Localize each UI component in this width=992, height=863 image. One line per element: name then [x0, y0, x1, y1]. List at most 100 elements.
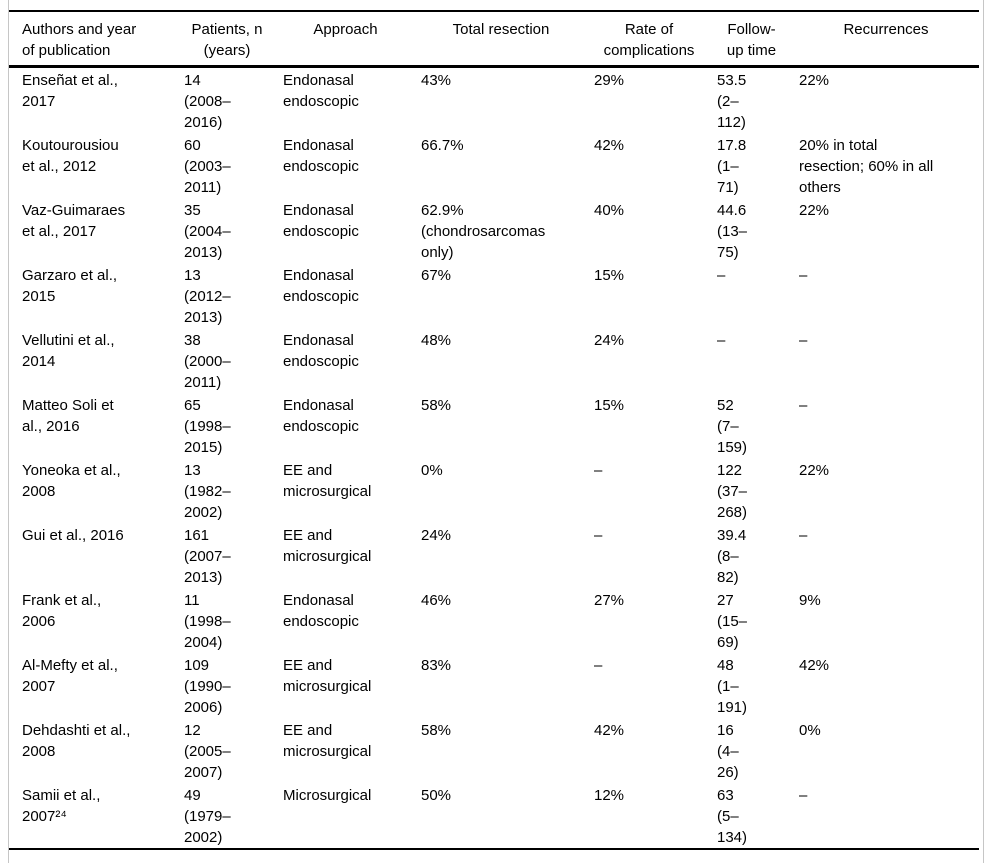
- table-cell: 52 (7– 159): [717, 397, 748, 456]
- table-cell: 63 (5– 134): [717, 787, 748, 846]
- table-cell: 44.6 (13– 75): [717, 202, 748, 261]
- table-cell: 58%: [421, 722, 452, 739]
- table-cell: 22%: [799, 72, 830, 89]
- table-cell: 58%: [421, 397, 452, 414]
- table-body: Enseñat et al., 2017 14 (2008– 2016) End…: [9, 67, 979, 849]
- table-cell: EE and microsurgical: [283, 462, 372, 500]
- table-cell: 49 (1979– 2002): [184, 787, 231, 846]
- table-cell: 12%: [594, 787, 625, 804]
- table-cell: 38 (2000– 2011): [184, 332, 231, 391]
- table-cell: Endonasal endoscopic: [283, 592, 359, 630]
- table-cell: 27 (15– 69): [717, 592, 748, 651]
- table-cell: 67%: [421, 267, 452, 284]
- table-row: Gui et al., 2016 161 (2007– 2013) EE and…: [9, 523, 979, 588]
- table-row: Dehdashti et al., 2008 12 (2005– 2007) E…: [9, 718, 979, 783]
- table-row: Koutourousiou et al., 2012 60 (2003– 201…: [9, 133, 979, 198]
- table-cell: 22%: [799, 202, 830, 219]
- table-cell: Endonasal endoscopic: [283, 332, 359, 370]
- table-cell: 29%: [594, 72, 625, 89]
- table-cell: 11 (1998– 2004): [184, 592, 231, 651]
- table-cell: 0%: [799, 722, 821, 739]
- column-header-total-resection: Total resection: [452, 21, 550, 38]
- table-cell: 16 (4– 26): [717, 722, 739, 781]
- table-cell: 22%: [799, 462, 830, 479]
- table-row: Matteo Soli et al., 2016 65 (1998– 2015)…: [9, 393, 979, 458]
- table-row: Vellutini et al., 2014 38 (2000– 2011) E…: [9, 328, 979, 393]
- table-cell: 27%: [594, 592, 625, 609]
- table-row: Frank et al., 2006 11 (1998– 2004) Endon…: [9, 588, 979, 653]
- table-cell: 9%: [799, 592, 821, 609]
- table-row: Enseñat et al., 2017 14 (2008– 2016) End…: [9, 67, 979, 134]
- table-cell: 161 (2007– 2013): [184, 527, 231, 586]
- table-cell: 42%: [799, 657, 830, 674]
- table-cell: 40%: [594, 202, 625, 219]
- table-cell: Vaz-Guimaraes et al., 2017: [22, 202, 126, 240]
- column-header-follow-up: Follow- up time: [726, 21, 777, 59]
- table-cell: Vellutini et al., 2014: [22, 332, 115, 370]
- table-cell: 48 (1– 191): [717, 657, 748, 716]
- table-cell: –: [799, 332, 808, 349]
- table-cell: EE and microsurgical: [283, 527, 372, 565]
- table-cell: Al-Mefty et al., 2007: [22, 657, 118, 695]
- table-cell: Endonasal endoscopic: [283, 397, 359, 435]
- table-cell: 83%: [421, 657, 452, 674]
- table-cell: 42%: [594, 722, 625, 739]
- table-cell: 17.8 (1– 71): [717, 137, 747, 196]
- table-cell: Microsurgical: [283, 787, 372, 804]
- table-cell: 24%: [594, 332, 625, 349]
- table-cell: 13 (2012– 2013): [184, 267, 231, 326]
- table-cell: 35 (2004– 2013): [184, 202, 231, 261]
- table-cell: –: [799, 267, 808, 284]
- table-cell: –: [594, 527, 603, 544]
- table-cell: Garzaro et al., 2015: [22, 267, 118, 305]
- column-header-approach: Approach: [313, 21, 378, 38]
- table-cell: 122 (37– 268): [717, 462, 748, 521]
- table-cell: 15%: [594, 397, 625, 414]
- table-cell: Frank et al., 2006: [22, 592, 102, 630]
- column-header-complications: Rate of complications: [603, 21, 695, 59]
- table-cell: 109 (1990– 2006): [184, 657, 231, 716]
- table-cell: Gui et al., 2016: [22, 527, 124, 544]
- table-cell: 65 (1998– 2015): [184, 397, 231, 456]
- table-cell: Dehdashti et al., 2008: [22, 722, 131, 760]
- table-cell: 13 (1982– 2002): [184, 462, 231, 521]
- table-cell: 48%: [421, 332, 452, 349]
- table-row: Garzaro et al., 2015 13 (2012– 2013) End…: [9, 263, 979, 328]
- table-cell: Koutourousiou et al., 2012: [22, 137, 119, 175]
- table-cell: 12 (2005– 2007): [184, 722, 231, 781]
- table-cell: –: [594, 462, 603, 479]
- table-cell: EE and microsurgical: [283, 657, 372, 695]
- table-frame: Authors and year of publication Patients…: [8, 0, 984, 863]
- table-cell: 15%: [594, 267, 625, 284]
- table-cell: Endonasal endoscopic: [283, 137, 359, 175]
- table-cell: Endonasal endoscopic: [283, 202, 359, 240]
- table-cell: 53.5 (2– 112): [717, 72, 747, 131]
- table-cell: –: [799, 787, 808, 804]
- table-cell: Matteo Soli et al., 2016: [22, 397, 114, 435]
- column-header-authors: Authors and year of publication: [22, 21, 137, 59]
- table-cell: –: [799, 527, 808, 544]
- table-row: Yoneoka et al., 2008 13 (1982– 2002) EE …: [9, 458, 979, 523]
- table-cell: Endonasal endoscopic: [283, 72, 359, 110]
- table-cell: 42%: [594, 137, 625, 154]
- publications-table: Authors and year of publication Patients…: [9, 10, 979, 850]
- table-cell: 46%: [421, 592, 452, 609]
- table-cell: 24%: [421, 527, 452, 544]
- table-cell: Endonasal endoscopic: [283, 267, 359, 305]
- table-cell: Yoneoka et al., 2008: [22, 462, 121, 500]
- table-cell: –: [717, 332, 726, 349]
- table-cell: Samii et al., 2007²⁴: [22, 787, 101, 825]
- table-row: Vaz-Guimaraes et al., 2017 35 (2004– 201…: [9, 198, 979, 263]
- table-header: Authors and year of publication Patients…: [9, 11, 979, 67]
- table-cell: 20% in total resection; 60% in all other…: [799, 137, 934, 196]
- table-cell: –: [717, 267, 726, 284]
- table-cell: –: [594, 657, 603, 674]
- table-cell: 60 (2003– 2011): [184, 137, 231, 196]
- column-header-patients: Patients, n (years): [191, 21, 263, 59]
- table-cell: EE and microsurgical: [283, 722, 372, 760]
- table-cell: 43%: [421, 72, 452, 89]
- column-header-recurrences: Recurrences: [843, 21, 929, 38]
- table-cell: 62.9% (chondrosarcomas only): [421, 202, 546, 261]
- table-cell: 66.7%: [421, 137, 464, 154]
- table-cell: –: [799, 397, 808, 414]
